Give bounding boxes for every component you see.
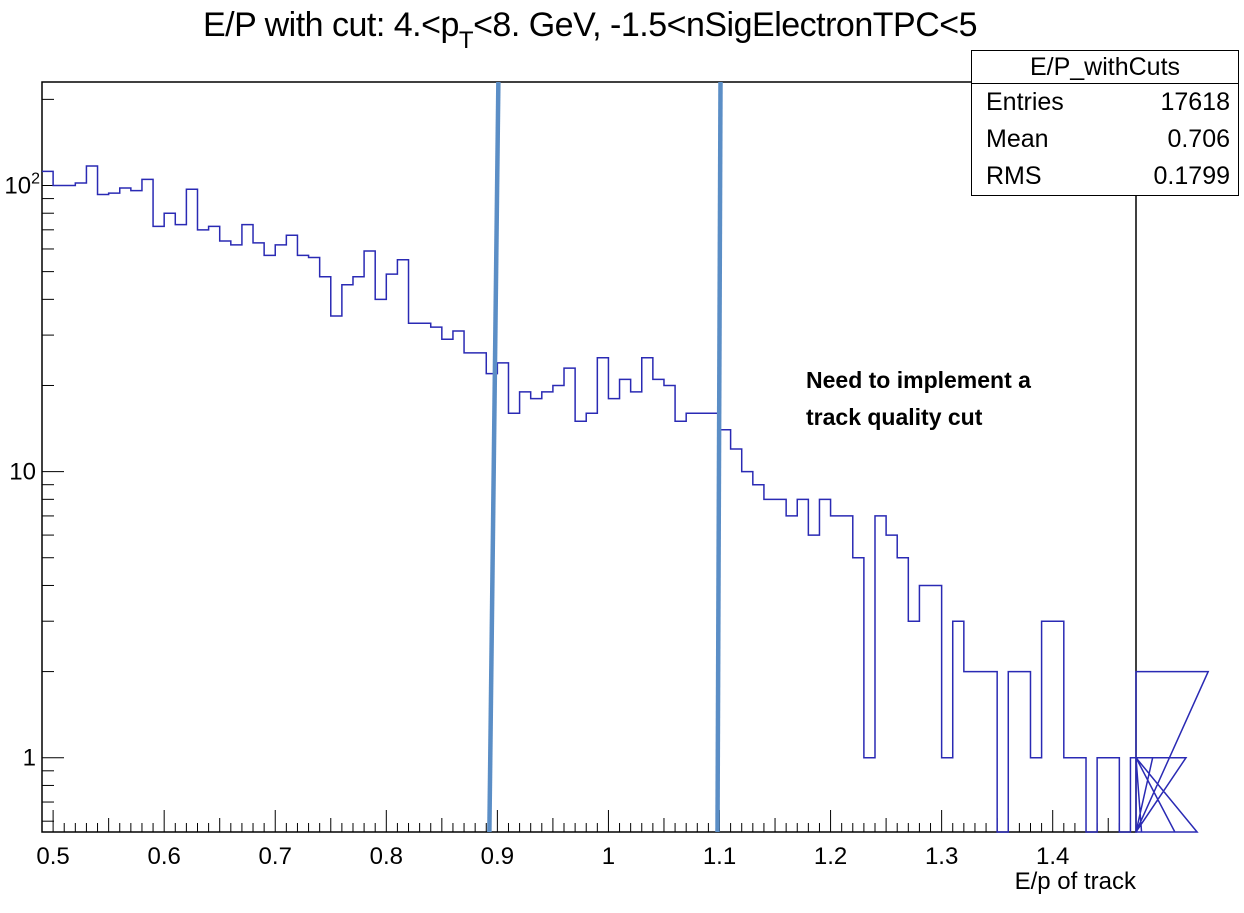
x-tick-label: 1.2 (814, 843, 847, 870)
cut-line-2 (715, 81, 723, 833)
stats-row-rms: RMS 0.1799 (986, 162, 1230, 190)
title-subscript: T (458, 27, 474, 54)
stats-row-entries: Entries 17618 (986, 88, 1230, 116)
y-tick-label: 102 (4, 170, 40, 199)
x-tick-label: 1.4 (1036, 843, 1069, 870)
histogram-series (42, 165, 1210, 833)
stats-box: E/P_withCuts Entries 17618 Mean 0.706 RMS 0… (971, 50, 1239, 196)
x-tick-label: 0.7 (259, 843, 292, 870)
annotation-text: Need to implement a track quality cut (806, 362, 1031, 436)
plot-frame (41, 81, 1137, 833)
x-tick-label: 0.9 (481, 843, 514, 870)
x-tick-label: 0.5 (36, 843, 69, 870)
cut-line-1 (487, 81, 501, 833)
x-tick-label: 1 (602, 843, 615, 870)
stats-box-title: E/P_withCuts (972, 51, 1238, 84)
y-tick-label: 1 (23, 745, 36, 772)
x-tick-label: 1.1 (703, 843, 736, 870)
x-tick-label: 1.3 (925, 843, 958, 870)
x-axis-label: E/p of track (1014, 868, 1136, 895)
annotation-line-1: Need to implement a (806, 367, 1031, 393)
y-tick-label: 10 (9, 459, 36, 486)
annotation-line-2: track quality cut (806, 404, 983, 430)
x-tick-label: 0.6 (147, 843, 180, 870)
stats-row-mean: Mean 0.706 (986, 125, 1230, 153)
chart-title: E/P with cut: 4.<pT<8. GeV, -1.5<nSigEle… (202, 6, 978, 54)
x-tick-label: 0.8 (370, 843, 403, 870)
